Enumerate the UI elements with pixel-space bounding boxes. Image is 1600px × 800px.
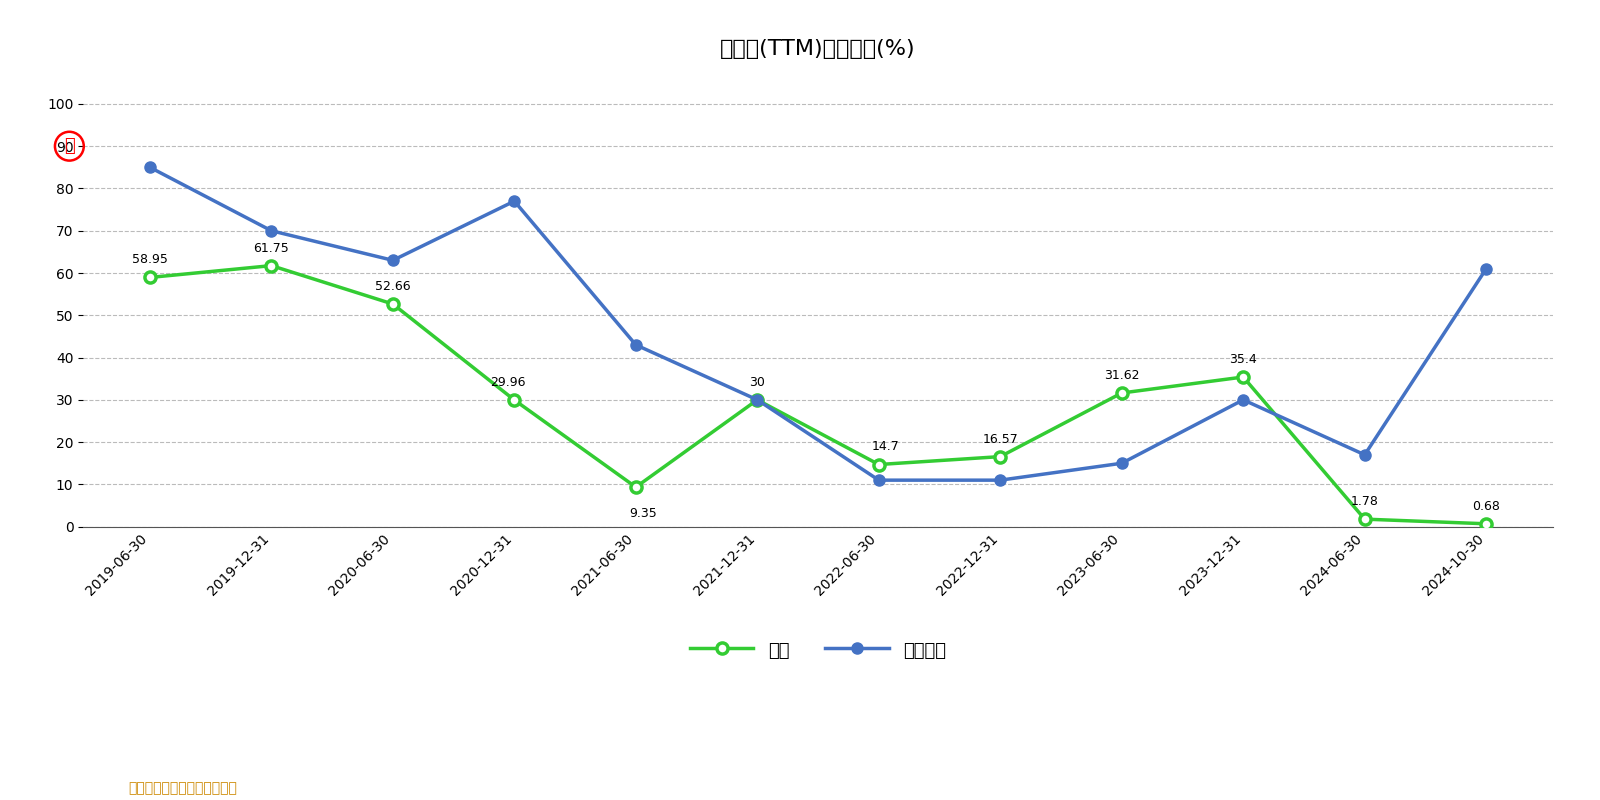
公司 (1112, 388, 1131, 398)
Text: 61.75: 61.75 (253, 242, 290, 254)
Text: 29.96: 29.96 (490, 376, 525, 389)
公司 (1234, 372, 1253, 382)
行业均值 (869, 475, 888, 485)
公司 (747, 395, 766, 405)
Text: 9.35: 9.35 (629, 506, 656, 519)
行业均值 (141, 162, 160, 172)
Text: 制图数据来自恒生聚源数据库: 制图数据来自恒生聚源数据库 (128, 781, 237, 795)
行业均值 (384, 255, 403, 265)
Text: 16.57: 16.57 (982, 433, 1018, 446)
公司 (869, 460, 888, 470)
Legend: 公司, 行业均值: 公司, 行业均值 (683, 634, 954, 667)
Text: 58.95: 58.95 (131, 254, 168, 266)
公司 (384, 299, 403, 309)
公司 (141, 273, 160, 282)
Title: 市销率(TTM)历史分位(%): 市销率(TTM)历史分位(%) (720, 39, 915, 59)
Text: 35.4: 35.4 (1229, 353, 1258, 366)
Line: 公司: 公司 (144, 260, 1491, 530)
Text: 30: 30 (749, 376, 765, 389)
Text: 14.7: 14.7 (872, 441, 899, 454)
Text: 52.66: 52.66 (374, 280, 411, 293)
公司 (990, 452, 1010, 462)
Text: 0.68: 0.68 (1472, 500, 1501, 513)
行业均值 (1477, 264, 1496, 274)
公司 (1355, 514, 1374, 524)
行业均值 (1112, 458, 1131, 468)
Text: 31.62: 31.62 (1104, 369, 1139, 382)
行业均值 (504, 196, 523, 206)
行业均值 (990, 475, 1010, 485)
公司 (262, 261, 282, 270)
公司 (626, 482, 645, 492)
行业均值 (1355, 450, 1374, 459)
公司 (1477, 519, 1496, 529)
Text: 累: 累 (64, 137, 75, 155)
行业均值 (747, 395, 766, 405)
公司 (504, 395, 523, 405)
行业均值 (262, 226, 282, 235)
行业均值 (626, 340, 645, 350)
Line: 行业均值: 行业均值 (144, 162, 1491, 486)
Text: 1.78: 1.78 (1350, 495, 1379, 508)
行业均值 (1234, 395, 1253, 405)
